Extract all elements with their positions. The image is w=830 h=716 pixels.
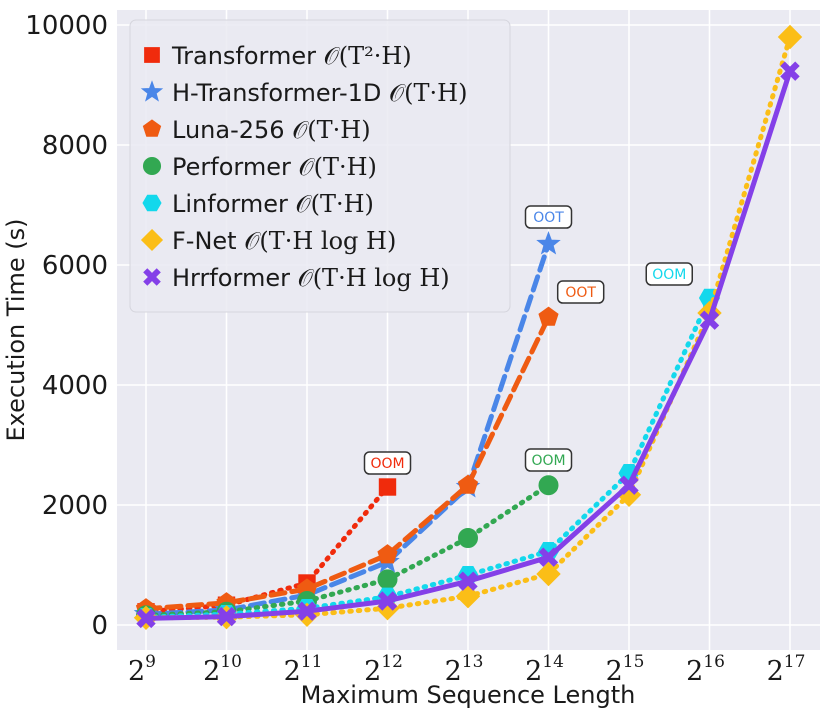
legend-marker-h-transformer-1d: [140, 80, 164, 102]
legend-label-luna-256: Luna-256 𝒪(T·H): [172, 116, 371, 144]
series-hrrformer: [136, 61, 800, 629]
legend-marker-luna-256: [142, 119, 162, 137]
legend-label-f-net: F-Net 𝒪(T·H log H): [172, 227, 396, 255]
annotation-badge: OOM: [363, 451, 412, 475]
legend-label-h-transformer-1d: H-Transformer-1D 𝒪(T·H): [172, 79, 467, 107]
data-point-hrrformer: [216, 606, 237, 627]
series-line-transformer: [143, 484, 390, 615]
data-point-hrrformer: [297, 601, 317, 621]
y-tick-label: 10000: [25, 11, 108, 41]
x-tick-label: 217: [767, 652, 806, 687]
y-tick-label: 6000: [42, 251, 108, 281]
badge-box: [524, 205, 573, 229]
legend-item-performer: Performer 𝒪(T·H): [142, 153, 377, 181]
x-tick-label: 29: [128, 652, 156, 687]
x-tick-label: 215: [606, 652, 645, 687]
data-point-luna-256: [377, 544, 398, 564]
data-point-f-net: [455, 583, 481, 609]
x-axis-label: Maximum Sequence Length: [301, 681, 636, 709]
badge-box: [363, 451, 412, 475]
y-axis-label: Execution Time (s): [2, 219, 30, 442]
legend: Transformer 𝒪(T²·H) H-Transformer-1D 𝒪(T·…: [129, 19, 511, 313]
badge-box: [645, 262, 693, 286]
legend-marker-f-net: [140, 228, 164, 252]
x-tick-label: 210: [203, 652, 242, 687]
legend-marker-performer: [142, 156, 162, 176]
data-point-hrrformer: [538, 547, 559, 567]
y-tick-label: 8000: [42, 131, 108, 161]
data-point-hrrformer: [780, 61, 800, 81]
badge-text: OOT: [533, 210, 564, 226]
legend-marker-hrrformer: [143, 268, 161, 286]
legend-box: [129, 19, 511, 313]
y-tick-label: 2000: [42, 491, 108, 521]
legend-marker-linformer: [142, 194, 162, 212]
data-point-luna-256: [457, 474, 479, 494]
series-line-luna-256: [143, 314, 551, 612]
badge-text: OOT: [565, 285, 596, 301]
legend-label-performer: Performer 𝒪(T·H): [172, 153, 377, 181]
x-tick-label: 214: [525, 652, 564, 687]
data-point-f-net: [777, 24, 803, 50]
data-point-f-net: [536, 561, 561, 587]
annotation-badge: OOT: [556, 280, 605, 304]
badge-box: [524, 448, 573, 472]
annotation-badge: OOM: [524, 448, 573, 472]
x-tick-label: 213: [445, 652, 484, 687]
data-point-performer: [458, 528, 478, 548]
data-point-transformer: [378, 478, 397, 496]
x-tick-label: 212: [364, 652, 403, 687]
legend-marker-transformer: [144, 47, 160, 63]
legend-item-h-transformer-1d: H-Transformer-1D 𝒪(T·H): [140, 79, 467, 107]
legend-item-f-net: F-Net 𝒪(T·H log H): [140, 227, 396, 255]
legend-label-linformer: Linformer 𝒪(T·H): [172, 190, 374, 218]
data-point-hrrformer: [136, 608, 156, 629]
y-tick-label: 0: [91, 611, 108, 641]
legend-item-luna-256: Luna-256 𝒪(T·H): [142, 116, 371, 144]
legend-label-hrrformer: Hrrformer 𝒪(T·H log H): [172, 264, 450, 292]
data-point-h-transformer-1d: [536, 231, 561, 255]
data-point-performer: [538, 475, 559, 496]
data-point-hrrformer: [377, 591, 398, 611]
annotation-badge: OOM: [645, 262, 693, 286]
data-point-hrrformer: [458, 571, 478, 591]
legend-item-transformer: Transformer 𝒪(T²·H): [144, 42, 412, 70]
legend-item-hrrformer: Hrrformer 𝒪(T·H log H): [143, 264, 450, 292]
data-point-performer: [377, 569, 398, 590]
data-point-hrrformer: [699, 310, 720, 330]
legend-label-transformer: Transformer 𝒪(T²·H): [171, 42, 412, 70]
data-point-hrrformer: [619, 475, 639, 495]
badge-box: [556, 280, 605, 304]
x-tick-label: 211: [284, 652, 323, 687]
badge-text: OOM: [652, 267, 686, 283]
legend-item-linformer: Linformer 𝒪(T·H): [142, 190, 374, 218]
x-tick-label: 216: [686, 652, 725, 687]
badge-text: OOM: [370, 456, 404, 472]
y-tick-label: 4000: [42, 371, 108, 401]
data-point-luna-256: [538, 306, 559, 326]
badge-text: OOM: [531, 453, 565, 469]
annotation-badge: OOT: [524, 205, 573, 229]
